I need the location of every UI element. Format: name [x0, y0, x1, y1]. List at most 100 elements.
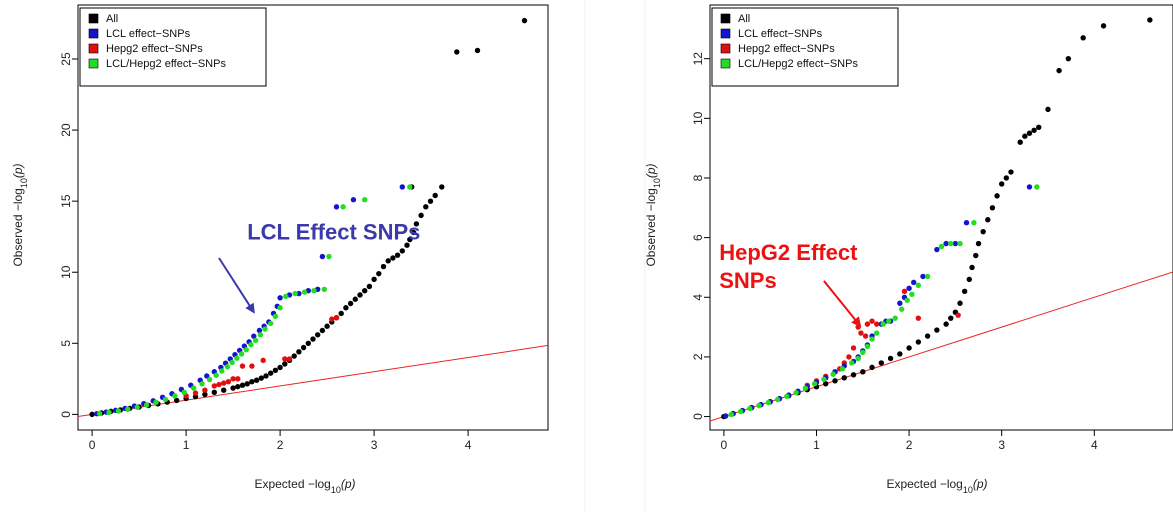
x-tick-label: 3	[371, 438, 378, 452]
point-all	[404, 242, 410, 248]
y-tick-label: 2	[691, 353, 705, 360]
y-tick-label: 10	[59, 265, 73, 279]
point-all	[272, 367, 279, 374]
point-all	[324, 323, 330, 329]
point-hepg2	[329, 316, 335, 322]
point-both	[784, 393, 790, 399]
point-all	[924, 333, 931, 339]
y-tick-label: 4	[691, 294, 705, 301]
point-lcl	[920, 273, 926, 280]
point-all	[1147, 17, 1153, 23]
y-axis-label-subscript: 10	[652, 178, 662, 188]
point-all	[263, 373, 269, 379]
point-both	[864, 343, 871, 350]
point-lcl	[1026, 184, 1033, 190]
point-all	[174, 397, 180, 404]
point-all	[202, 391, 208, 398]
point-all	[980, 228, 986, 235]
point-both	[948, 240, 954, 247]
legend-label-hepg2: Hepg2 effect−SNPs	[738, 43, 835, 55]
point-all	[310, 336, 316, 342]
point-both	[181, 389, 187, 396]
point-lcl	[911, 279, 917, 286]
point-both	[880, 321, 886, 327]
legend-swatch-both	[720, 58, 731, 69]
point-all	[878, 360, 885, 366]
point-lcl	[296, 290, 302, 297]
point-all	[832, 378, 838, 384]
legend-swatch-all	[720, 13, 731, 24]
point-all	[521, 17, 528, 24]
point-both	[162, 396, 169, 403]
x-axis-label-p: (p)	[341, 477, 356, 491]
point-all	[423, 204, 429, 210]
point-both	[115, 408, 122, 414]
point-all	[362, 288, 368, 294]
point-hepg2	[282, 356, 288, 362]
point-lcl	[319, 253, 326, 260]
point-all	[371, 276, 377, 283]
point-both	[301, 289, 308, 295]
point-both	[143, 402, 150, 408]
x-axis-label-main: Expected −log	[886, 477, 962, 491]
x-tick-label: 1	[813, 438, 820, 452]
point-lcl	[963, 220, 970, 226]
point-hepg2	[955, 312, 961, 318]
point-both	[957, 240, 963, 247]
legend-box	[711, 7, 899, 87]
point-all	[319, 327, 326, 334]
point-both	[224, 364, 231, 370]
point-all	[399, 248, 405, 254]
point-all	[1026, 130, 1033, 136]
point-all	[357, 292, 363, 298]
point-both	[96, 410, 103, 417]
point-hepg2	[915, 315, 922, 321]
point-all	[975, 240, 982, 247]
point-all	[352, 296, 358, 302]
point-all	[850, 372, 857, 378]
annotation-text: HepG2 Effect	[719, 240, 858, 265]
point-all	[376, 270, 382, 277]
legend-label-all: All	[106, 13, 118, 25]
point-all	[230, 385, 236, 391]
point-both	[243, 346, 249, 353]
point-all	[366, 283, 373, 290]
x-axis-label-subscript: 10	[331, 485, 341, 495]
point-hepg2	[239, 363, 246, 369]
point-both	[311, 288, 317, 294]
point-all	[887, 355, 894, 362]
point-all	[211, 389, 217, 396]
point-both	[909, 291, 915, 297]
point-all	[1036, 124, 1042, 130]
point-all	[1022, 133, 1028, 139]
point-all	[969, 264, 975, 271]
point-both	[839, 366, 846, 372]
y-axis-label-subscript: 10	[19, 178, 29, 188]
point-hepg2	[235, 376, 241, 382]
annotation-arrow	[823, 280, 862, 328]
y-tick-label: 12	[691, 52, 705, 66]
x-tick-label: 4	[465, 438, 472, 452]
point-both	[172, 393, 178, 399]
point-all	[296, 349, 302, 355]
point-hepg2	[846, 354, 852, 360]
y-tick-label: 5	[59, 340, 73, 347]
legend-swatch-hepg2	[88, 43, 99, 54]
point-hepg2	[333, 315, 340, 321]
point-hepg2	[864, 321, 871, 327]
y-tick-label: 6	[691, 234, 705, 241]
x-tick-label: 2	[906, 438, 913, 452]
point-both	[206, 376, 213, 383]
point-all	[897, 351, 903, 357]
point-all	[385, 258, 391, 264]
point-all	[966, 276, 972, 283]
point-both	[1034, 184, 1040, 190]
point-hepg2	[869, 318, 875, 324]
point-both	[340, 204, 346, 210]
point-all	[1056, 67, 1062, 74]
point-all	[860, 369, 866, 375]
point-hepg2	[211, 383, 217, 389]
point-both	[873, 330, 880, 336]
